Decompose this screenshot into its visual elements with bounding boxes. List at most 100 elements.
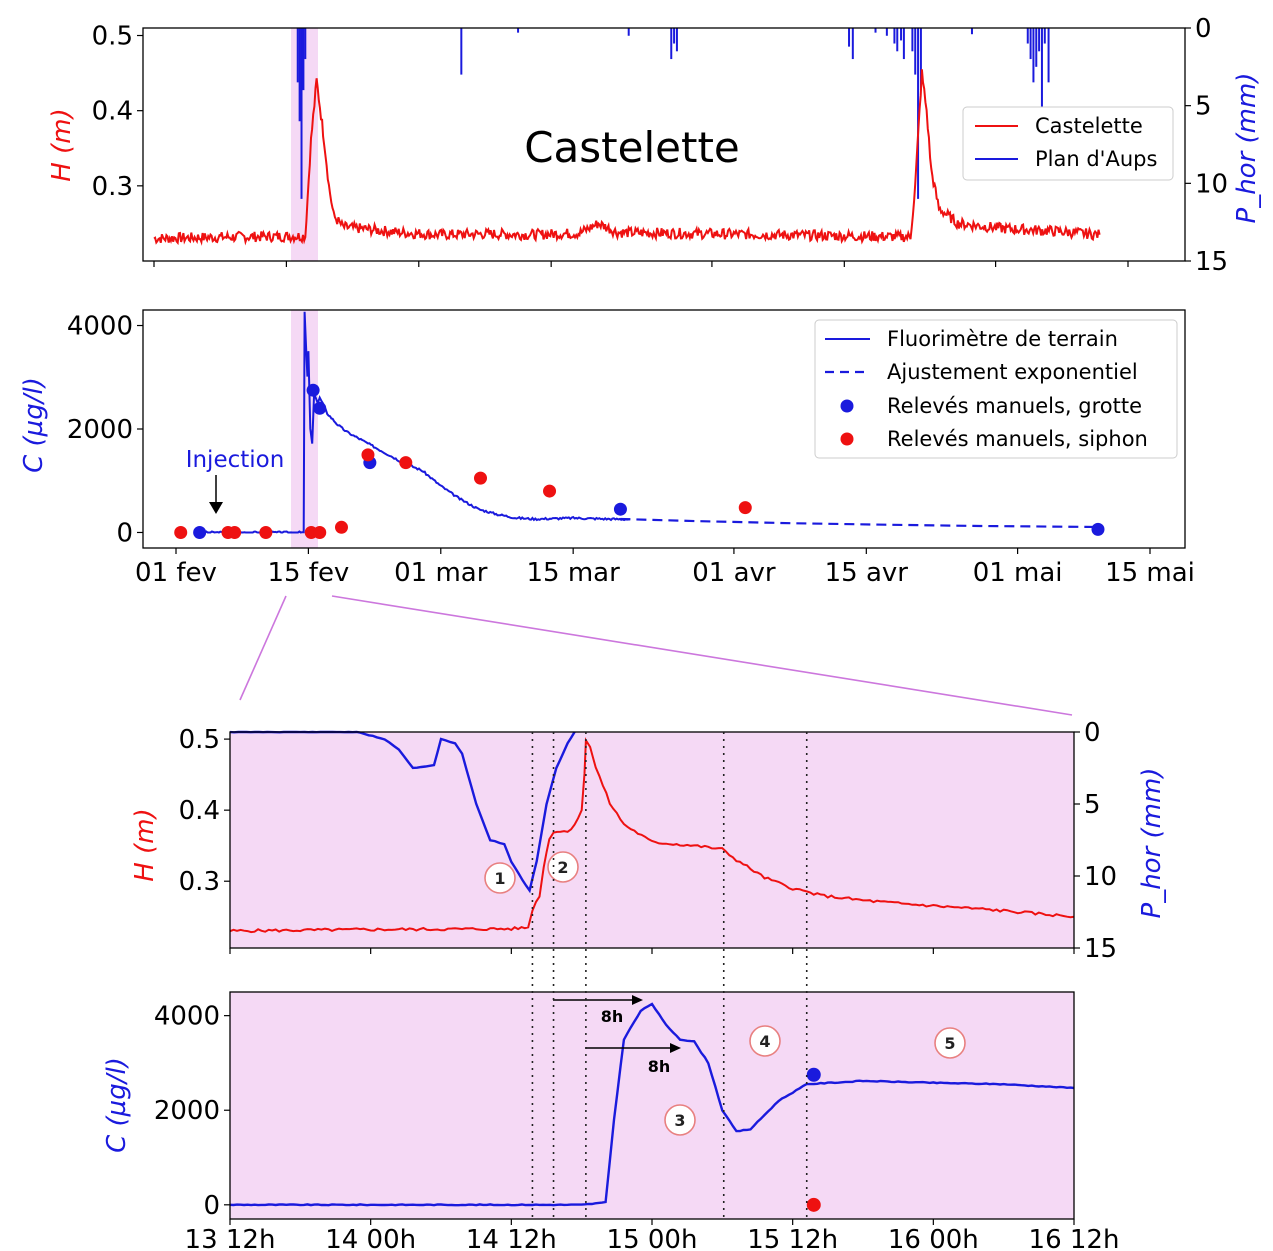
phase-marker-5 bbox=[934, 1027, 966, 1059]
y-right-tick-label: 10 bbox=[1195, 169, 1228, 199]
legend-box bbox=[814, 319, 1178, 459]
chart-middle: 01 fev 15 fev 01 mar 15 mar 01 avr 15 avr 01 m… bbox=[19, 309, 1195, 588]
x-tick-label: 16 00h bbox=[888, 1225, 979, 1251]
legend-swatch-grotte bbox=[840, 399, 854, 413]
y-right-tick-label: 10 bbox=[1084, 862, 1117, 892]
series-line-castelette bbox=[229, 737, 1075, 934]
legend-label-siphon: Relevés manuels, siphon bbox=[887, 427, 1148, 451]
point-releve-siphon bbox=[334, 520, 348, 534]
y-axis-label: C (µg/l) bbox=[102, 1057, 132, 1153]
y-left-tick-label: 4000 bbox=[154, 1002, 220, 1032]
y-axis-label: H (m) bbox=[130, 808, 160, 881]
y-left-tick-label: 0.5 bbox=[92, 22, 133, 52]
y-right-tick-label: 15 bbox=[1195, 247, 1228, 277]
point-releve-siphon bbox=[174, 525, 188, 539]
x-tick-label: 14 12h bbox=[466, 1225, 557, 1251]
flood-highlight bbox=[291, 28, 318, 261]
point-releve-grotte bbox=[1091, 522, 1105, 536]
phase-marker-4 bbox=[749, 1025, 781, 1057]
plot-background bbox=[230, 992, 1074, 1219]
injection-arrow-head bbox=[209, 502, 223, 514]
chart-top: 0.3 0.4 0.5 0 5 10 15 H (m) P_hor (mm) Castelette… bbox=[47, 14, 1262, 277]
phase-marker-1-label: 1 bbox=[494, 869, 505, 888]
y-right-tick-label: 5 bbox=[1084, 790, 1101, 820]
point-releve-siphon bbox=[361, 448, 375, 462]
y-axis-label: H (m) bbox=[47, 108, 77, 181]
series-line-fluorimetre bbox=[197, 311, 631, 534]
point-releve-siphon bbox=[806, 1197, 821, 1212]
phase-marker-5-label: 5 bbox=[944, 1034, 955, 1053]
x-tick-label: 15 00h bbox=[607, 1225, 698, 1251]
y-left-tick-label: 2000 bbox=[154, 1096, 220, 1126]
y-left-tick-label: 2000 bbox=[67, 415, 133, 445]
point-releve-siphon bbox=[399, 456, 413, 470]
x-tick-label: 01 mai bbox=[973, 558, 1063, 588]
y-right-axis-label: P_hor (mm) bbox=[1232, 73, 1262, 224]
series-line-fluorimetre bbox=[229, 1002, 1075, 1207]
x-tick-label: 01 mar bbox=[394, 558, 488, 588]
lag-label-1: 8h bbox=[601, 1007, 624, 1026]
x-tick-label: 01 avr bbox=[692, 558, 776, 588]
point-releve-grotte bbox=[613, 502, 627, 516]
lag-arrow-2-head bbox=[670, 1043, 681, 1053]
legend-label-grotte: Relevés manuels, grotte bbox=[887, 394, 1142, 418]
x-tick-label: 15 mar bbox=[527, 558, 621, 588]
phase-marker-2 bbox=[547, 851, 579, 883]
legend-label-plan-daups: Plan d'Aups bbox=[1035, 147, 1157, 171]
legend: Fluorimètre de terrain Ajustement exponen… bbox=[814, 319, 1178, 459]
legend-label-fluorimetre: Fluorimètre de terrain bbox=[887, 327, 1118, 351]
legend: Castelette Plan d'Aups bbox=[962, 106, 1174, 181]
point-releve-siphon bbox=[313, 525, 327, 539]
y-left-tick-label: 0.5 bbox=[179, 725, 220, 755]
lag-label-2: 8h bbox=[648, 1057, 671, 1076]
zoom-line-right bbox=[331, 595, 1073, 716]
phase-marker-2-label: 2 bbox=[557, 858, 568, 877]
y-left-tick-label: 0.4 bbox=[179, 796, 220, 826]
annotation-injection: Injection bbox=[186, 447, 285, 473]
y-right-tick-label: 5 bbox=[1195, 92, 1212, 122]
point-releve-grotte bbox=[193, 525, 207, 539]
point-releve-siphon bbox=[259, 525, 273, 539]
x-tick-label: 15 mai bbox=[1105, 558, 1195, 588]
point-releve-siphon bbox=[228, 525, 242, 539]
point-releve-grotte bbox=[306, 383, 320, 397]
lag-arrow-1-head bbox=[632, 995, 643, 1005]
x-tick-label: 13 12h bbox=[185, 1225, 276, 1251]
y-left-tick-label: 0.4 bbox=[92, 97, 133, 127]
legend-label-ajustement: Ajustement exponentiel bbox=[887, 360, 1138, 384]
point-releve-siphon bbox=[473, 471, 487, 485]
axes-frame bbox=[142, 27, 1186, 262]
y-left-tick-label: 0.3 bbox=[92, 172, 133, 202]
phase-marker-1 bbox=[484, 862, 516, 894]
x-tick-label: 15 fev bbox=[267, 558, 349, 588]
x-tick-label: 14 00h bbox=[325, 1225, 416, 1251]
x-tick-label: 15 avr bbox=[825, 558, 909, 588]
x-tick-label: 15 12h bbox=[747, 1225, 838, 1251]
legend-label-castelette: Castelette bbox=[1035, 114, 1143, 138]
series-line-castelette bbox=[153, 69, 1101, 246]
y-axis-label: C (µg/l) bbox=[19, 377, 49, 473]
x-tick-label: 16 12h bbox=[1029, 1225, 1120, 1251]
chart-zoom-top: 0.3 0.4 0.5 0 5 10 15 H (m) P_hor (mm) 1 2 bbox=[130, 718, 1167, 964]
series-line-ajustement bbox=[620, 517, 1103, 529]
y-left-tick-label: 4000 bbox=[67, 312, 133, 342]
zoom-connector bbox=[239, 595, 1073, 716]
y-right-tick-label: 0 bbox=[1084, 718, 1101, 748]
point-releve-siphon bbox=[543, 484, 557, 498]
phase-marker-3-label: 3 bbox=[674, 1111, 685, 1130]
y-left-tick-label: 0 bbox=[116, 518, 133, 548]
chart-title: Castelette bbox=[524, 123, 740, 172]
y-left-tick-label: 0 bbox=[203, 1191, 220, 1221]
x-tick-label: 01 fev bbox=[135, 558, 217, 588]
y-right-tick-label: 0 bbox=[1195, 14, 1212, 44]
chart-zoom-bottom: 13 12h 14 00h 14 12h 15 00h 15 12h 16 00h 16 1… bbox=[102, 732, 1119, 1251]
y-right-axis-label: P_hor (mm) bbox=[1137, 768, 1167, 919]
point-releve-siphon bbox=[738, 501, 752, 515]
zoom-line-left bbox=[239, 595, 287, 701]
point-releve-grotte bbox=[806, 1067, 821, 1082]
phase-marker-4-label: 4 bbox=[759, 1032, 770, 1051]
y-right-tick-label: 15 bbox=[1084, 934, 1117, 964]
y-left-tick-label: 0.3 bbox=[179, 867, 220, 897]
point-releve-grotte bbox=[313, 401, 327, 415]
